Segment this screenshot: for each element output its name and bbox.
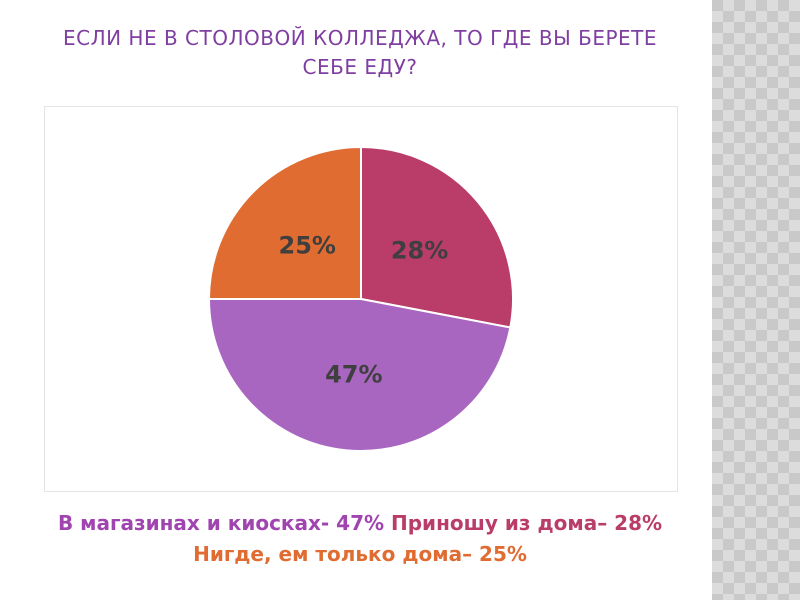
decorative-side-panel	[712, 0, 800, 600]
pie-chart: 28% 47% 25%	[44, 106, 678, 492]
pie-slice-2	[207, 145, 362, 300]
caption: В магазинах и киосках- 47% Приношу из до…	[30, 508, 690, 570]
pie-data-label-0: 28%	[391, 237, 448, 265]
pie-slice-0	[360, 145, 514, 329]
caption-nowhere: Нигде, ем только дома– 25%	[193, 542, 527, 566]
caption-from-home: Приношу из дома– 28%	[391, 511, 663, 535]
pie-chart-svg: 28% 47% 25%	[207, 145, 514, 452]
slide-title: Если не в столовой колледжа, то где вы б…	[62, 26, 658, 79]
pie-slice-1	[207, 298, 512, 452]
caption-shops: В магазинах и киосках- 47%	[57, 511, 391, 535]
pie-data-label-2: 25%	[279, 231, 336, 259]
pie-data-label-1: 47%	[325, 361, 382, 389]
